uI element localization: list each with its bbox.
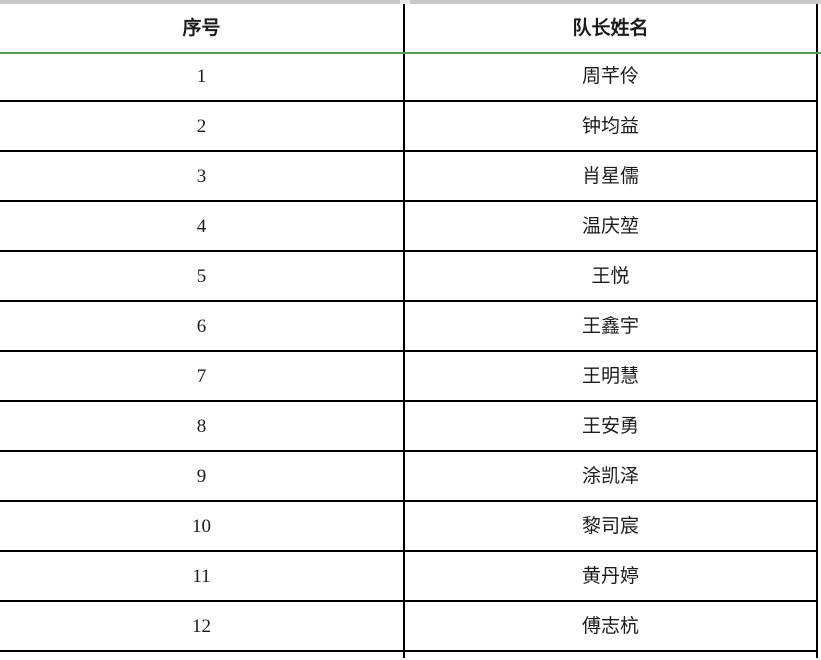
- header-underline-green: [0, 52, 821, 54]
- header-row: 序号 队长姓名: [0, 4, 817, 52]
- table-row: 12 傅志杭: [0, 601, 817, 652]
- partial-name-cell: [404, 651, 817, 658]
- partial-next-row: [0, 651, 817, 658]
- captain-name-cell[interactable]: 王明慧: [404, 351, 817, 402]
- partial-serial-cell: [0, 651, 405, 658]
- captain-name-cell[interactable]: 黄丹婷: [404, 551, 817, 602]
- serial-cell[interactable]: 2: [0, 101, 405, 152]
- captain-name-cell[interactable]: 温庆堃: [404, 201, 817, 252]
- column-header-serial[interactable]: 序号: [0, 4, 405, 52]
- cropped-row-above-strip: [0, 0, 821, 4]
- serial-cell[interactable]: 6: [0, 301, 405, 352]
- column-header-captain-name[interactable]: 队长姓名: [572, 17, 649, 39]
- captain-name-cell[interactable]: 王鑫宇: [404, 301, 817, 352]
- captain-name-cell[interactable]: 王安勇: [404, 401, 817, 452]
- table-row: 6 王鑫宇: [0, 301, 817, 352]
- serial-cell[interactable]: 12: [0, 601, 405, 652]
- captain-name-cell[interactable]: 钟均益: [404, 101, 817, 152]
- serial-cell[interactable]: 4: [0, 201, 405, 252]
- team-leader-table: 序号 队长姓名 1 周芊伶 2 钟均益 3 肖星儒 4 温庆堃 5 王悦 6 王鑫宇 7 王明慧 8 王安勇 9…: [0, 4, 818, 658]
- serial-cell[interactable]: 3: [0, 151, 405, 202]
- serial-cell[interactable]: 9: [0, 451, 405, 502]
- serial-cell[interactable]: 7: [0, 351, 405, 402]
- table-row: 4 温庆堃: [0, 201, 817, 252]
- serial-cell[interactable]: 1: [0, 52, 405, 102]
- captain-name-cell[interactable]: 肖星儒: [404, 151, 817, 202]
- serial-cell[interactable]: 5: [0, 251, 405, 302]
- serial-cell[interactable]: 11: [0, 551, 405, 602]
- table-row: 10 黎司宸: [0, 501, 817, 552]
- table-row: 7 王明慧: [0, 351, 817, 402]
- table-row: 8 王安勇: [0, 401, 817, 452]
- captain-name-cell[interactable]: 王悦: [404, 251, 817, 302]
- captain-name-cell[interactable]: 黎司宸: [404, 501, 817, 552]
- table-row: 2 钟均益: [0, 101, 817, 152]
- table-row: 9 涂凯泽: [0, 451, 817, 502]
- captain-name-cell[interactable]: 周芊伶: [404, 52, 817, 102]
- column-divider-gap: [400, 0, 410, 4]
- table-row: 11 黄丹婷: [0, 551, 817, 602]
- serial-cell[interactable]: 10: [0, 501, 405, 552]
- captain-name-cell[interactable]: 涂凯泽: [404, 451, 817, 502]
- serial-cell[interactable]: 8: [0, 401, 405, 452]
- captain-name-cell[interactable]: 傅志杭: [404, 601, 817, 652]
- table-row: 1 周芊伶: [0, 52, 817, 102]
- table-row: 5 王悦: [0, 251, 817, 302]
- table-row: 3 肖星儒: [0, 151, 817, 202]
